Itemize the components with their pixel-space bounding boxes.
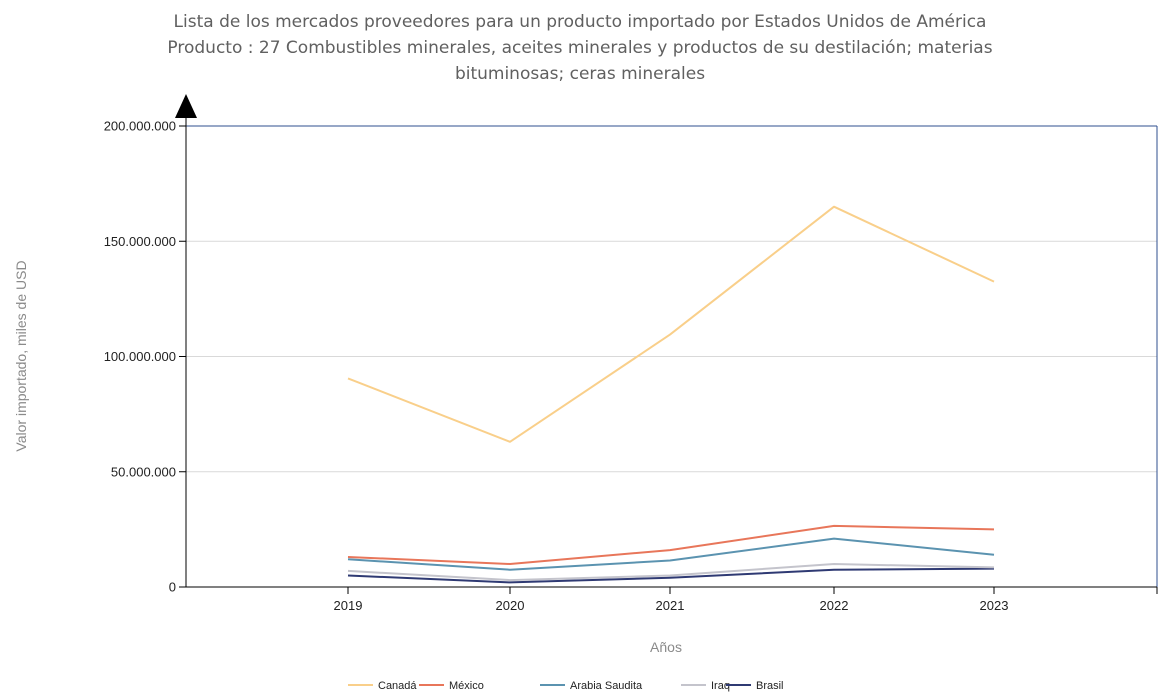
- axes: [175, 94, 1157, 588]
- x-axis-ticks: 2019 2020 2021 2022 2023: [334, 587, 1158, 613]
- y-tick-label: 150.000.000: [104, 234, 176, 249]
- chart-title-line-3: bituminosas; ceras minerales: [455, 64, 705, 84]
- chart-title: Lista de los mercados proveedores para u…: [167, 12, 992, 84]
- series-lines: [347, 205, 995, 584]
- x-tick-label: 2020: [496, 598, 525, 613]
- legend-label: Canadá: [378, 680, 417, 692]
- legend-label: México: [449, 680, 484, 692]
- y-tick-label: 50.000.000: [111, 464, 176, 479]
- chart-title-line-2: Producto : 27 Combustibles minerales, ac…: [167, 38, 992, 58]
- y-axis-ticks: 0 50.000.000 100.000.000 150.000.000 200.000…: [104, 119, 186, 595]
- y-axis-label: Valor importado, miles de USD: [13, 260, 29, 451]
- legend: Canadá México Arabia Saudita Iraq Brasil: [348, 680, 784, 692]
- series-line-arabia-saudita: [347, 537, 995, 571]
- series-line-iraq: [347, 563, 995, 582]
- series-line-brasil: [347, 567, 995, 584]
- y-tick-label: 0: [169, 580, 176, 595]
- legend-label: Arabia Saudita: [570, 680, 643, 692]
- x-axis-label: Años: [650, 639, 682, 655]
- x-tick-label: 2019: [334, 598, 363, 613]
- x-tick-label: 2021: [656, 598, 685, 613]
- y-axis-arrow-icon: [175, 94, 197, 118]
- legend-label: Brasil: [756, 680, 784, 692]
- chart-title-line-1: Lista de los mercados proveedores para u…: [174, 12, 987, 32]
- x-tick-label: 2023: [980, 598, 1009, 613]
- x-tick-label: 2022: [820, 598, 849, 613]
- series-line-canadá: [347, 205, 995, 443]
- y-tick-label: 100.000.000: [104, 349, 176, 364]
- series-line-méxico: [347, 524, 995, 565]
- legend-label: Iraq: [711, 680, 730, 692]
- gridlines: [186, 125, 1158, 587]
- y-tick-label: 200.000.000: [104, 119, 176, 134]
